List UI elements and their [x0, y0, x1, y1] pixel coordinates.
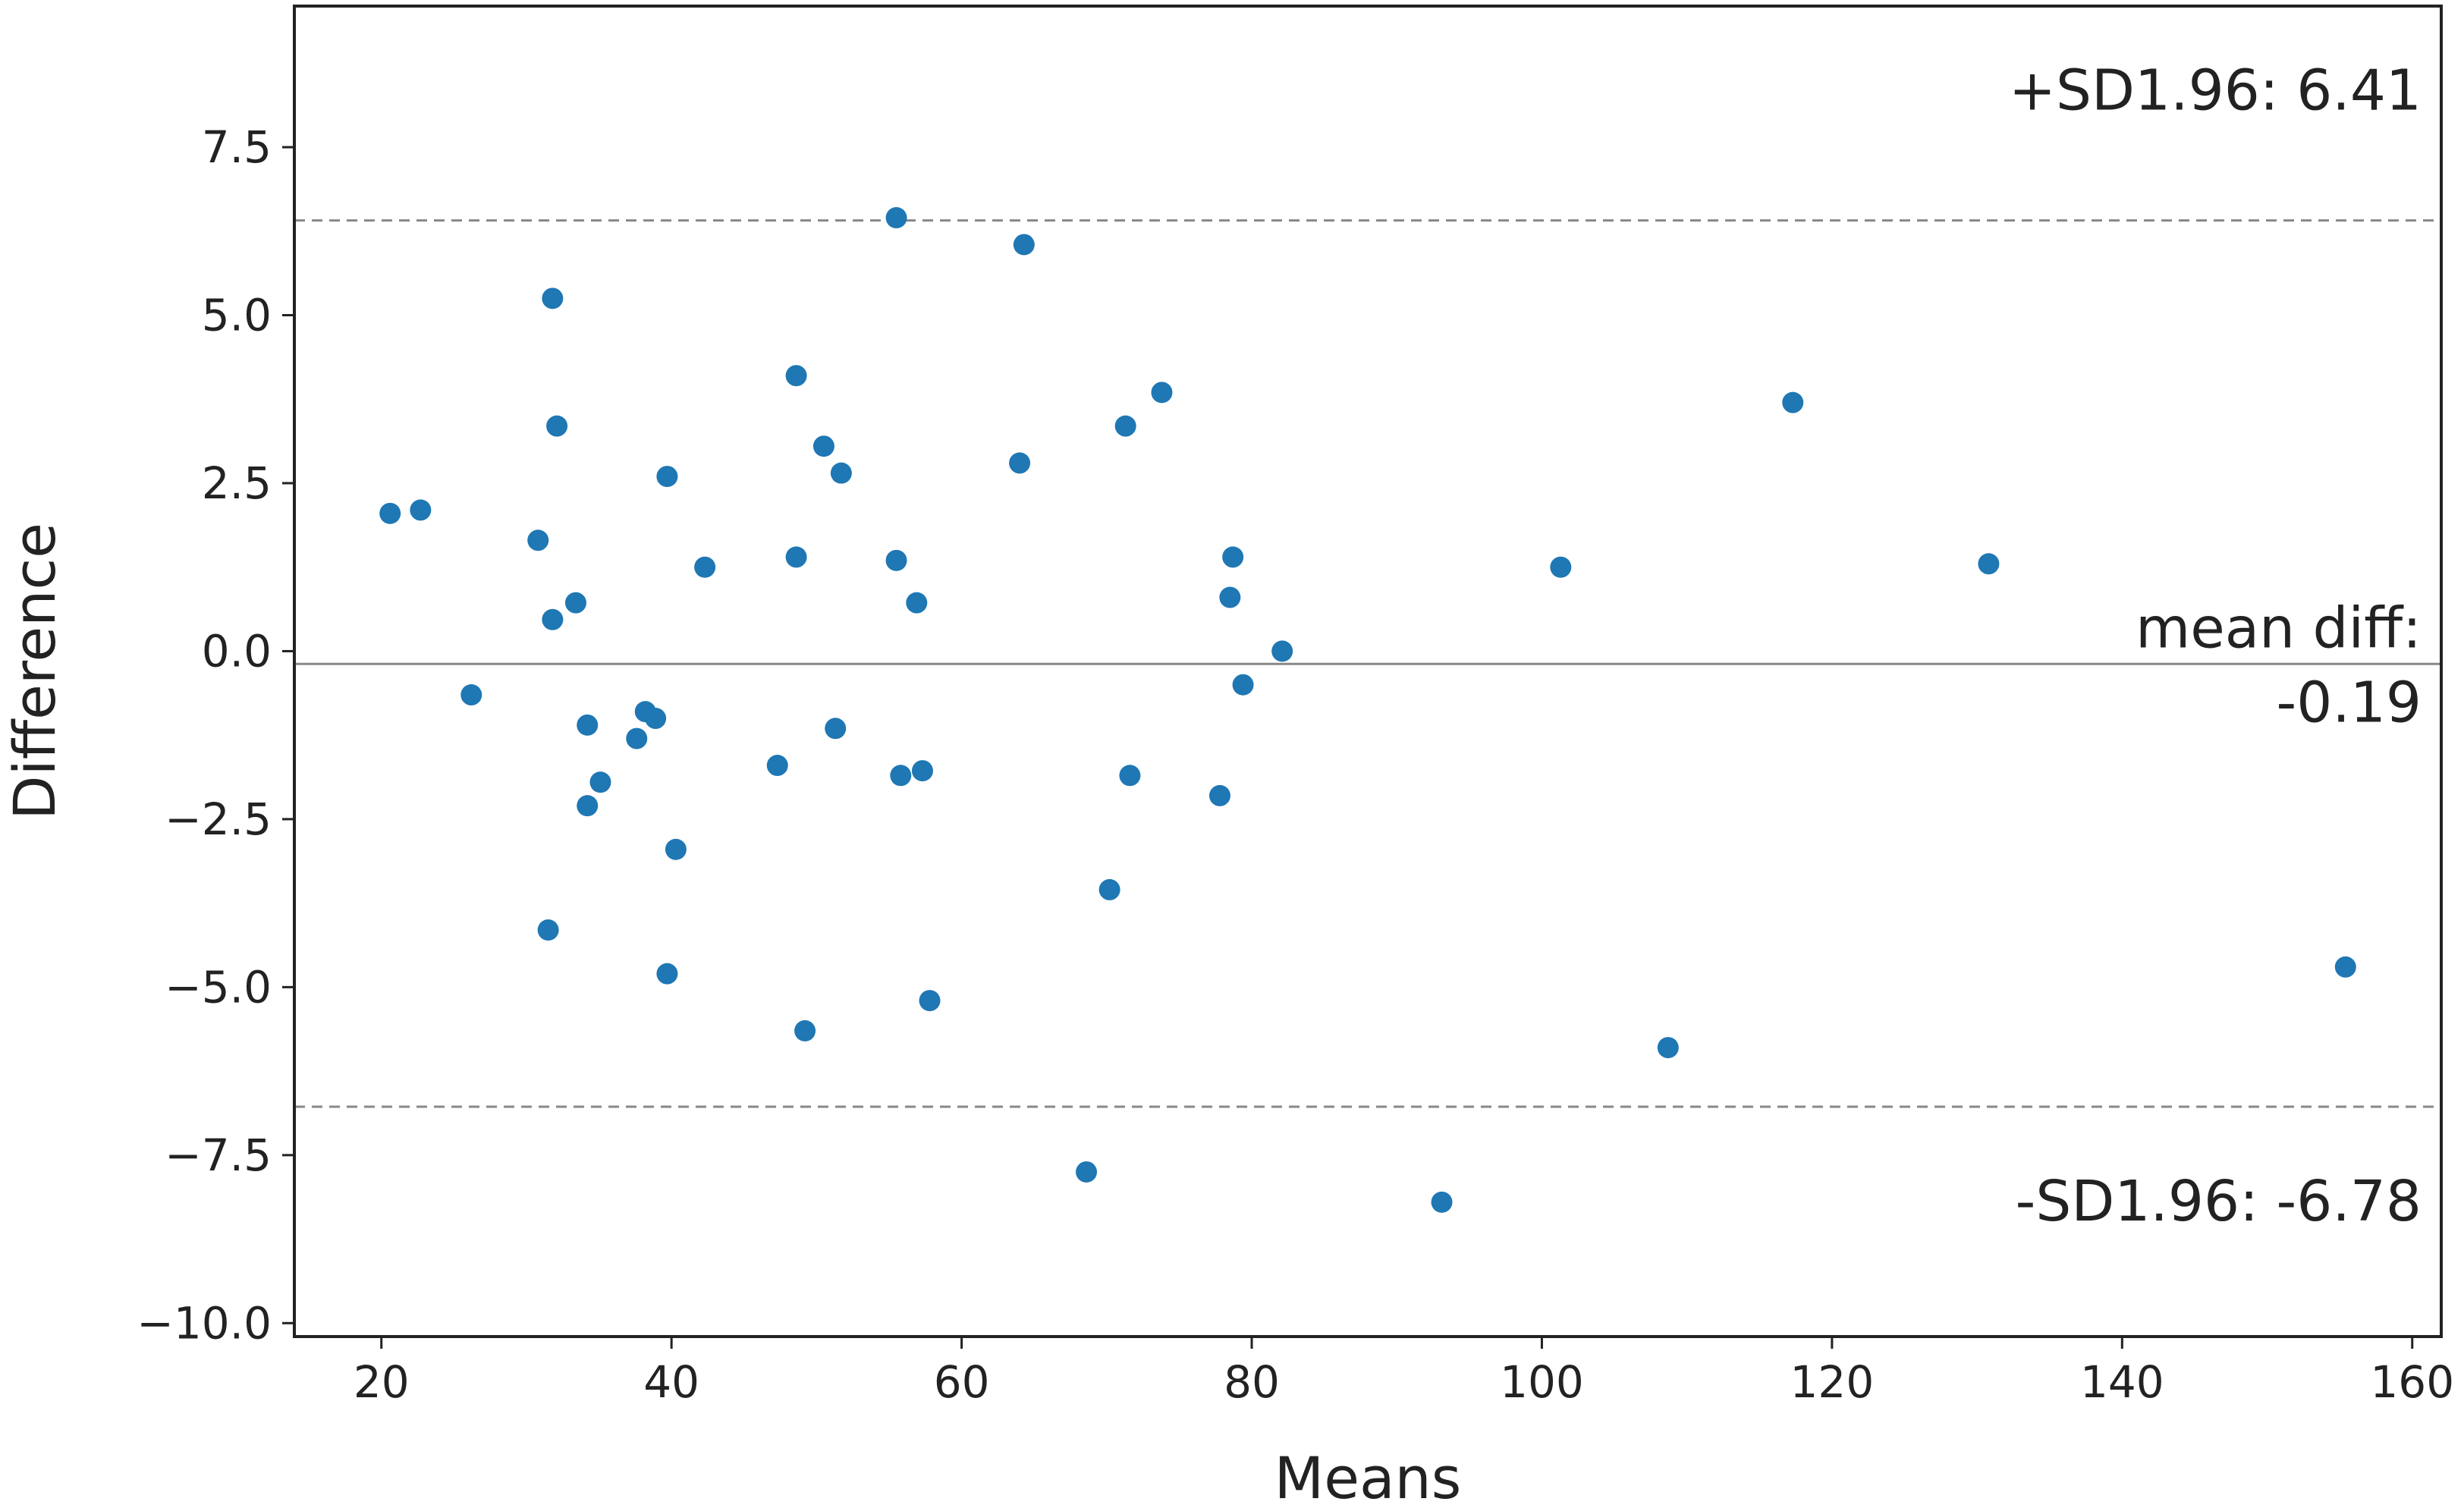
data-point	[1431, 1191, 1453, 1213]
y-tick-label: 7.5	[202, 121, 272, 173]
data-point	[542, 608, 564, 630]
data-points	[379, 207, 2356, 1213]
data-point	[1076, 1161, 1098, 1183]
y-tick-label: −7.5	[165, 1129, 272, 1181]
data-point	[410, 499, 432, 521]
data-point	[537, 919, 559, 941]
reference-lines	[294, 219, 2441, 1108]
y-tick-label: 2.5	[202, 457, 272, 509]
x-axis-label: Means	[1274, 1444, 1462, 1508]
data-point	[379, 502, 401, 524]
data-point	[694, 556, 716, 578]
data-point	[589, 771, 611, 793]
y-axis-label: Difference	[1, 523, 68, 820]
data-point	[906, 592, 928, 614]
data-point	[1978, 553, 2000, 575]
x-tick-label: 160	[2370, 1356, 2454, 1408]
mean-diff-annotation-value: -0.19	[2277, 670, 2422, 735]
data-point	[766, 755, 788, 777]
data-point	[890, 765, 912, 787]
data-point	[1098, 878, 1120, 900]
data-point	[911, 760, 933, 782]
data-point	[919, 990, 941, 1012]
data-point	[1114, 415, 1136, 437]
data-point	[577, 795, 599, 817]
data-point	[1782, 391, 1804, 413]
data-point	[885, 207, 907, 229]
data-point	[785, 365, 807, 387]
data-point	[2334, 956, 2356, 978]
data-point	[665, 838, 687, 860]
data-point	[1219, 586, 1241, 608]
data-point	[1009, 452, 1031, 474]
data-point	[1232, 674, 1254, 696]
x-tick-label: 40	[643, 1356, 699, 1408]
data-point	[564, 592, 586, 614]
lower-limit-annotation: -SD1.96: -6.78	[2016, 1169, 2422, 1234]
data-point	[794, 1019, 816, 1041]
data-point	[656, 963, 678, 985]
data-point	[577, 714, 599, 736]
data-point	[626, 727, 648, 749]
data-point	[656, 466, 678, 488]
plot-frame	[293, 5, 2443, 1338]
y-tick-label: 5.0	[202, 289, 272, 341]
x-tick-label: 20	[354, 1356, 410, 1408]
data-point	[785, 546, 807, 568]
y-tick-label: −10.0	[137, 1297, 272, 1349]
data-point	[1550, 556, 1572, 578]
data-point	[1222, 546, 1244, 568]
x-tick-label: 120	[1790, 1356, 1875, 1408]
data-point	[527, 529, 549, 551]
data-point	[1657, 1037, 1679, 1059]
data-point	[1271, 640, 1293, 662]
mean-diff-annotation-label: mean diff:	[2136, 595, 2422, 661]
data-point	[825, 718, 847, 740]
data-point	[542, 287, 564, 309]
data-point	[1013, 234, 1035, 256]
data-point	[1119, 765, 1141, 787]
x-tick-label: 80	[1224, 1356, 1280, 1408]
data-point	[546, 415, 568, 437]
data-point	[460, 684, 482, 706]
x-tick-label: 140	[2080, 1356, 2164, 1408]
x-axis: 20 40 60 80 100 120 140 160	[354, 1337, 2454, 1408]
y-tick-label: −2.5	[165, 793, 272, 845]
x-tick-label: 60	[934, 1356, 990, 1408]
data-point	[1208, 784, 1230, 806]
y-tick-label: 0.0	[202, 625, 272, 677]
data-point	[812, 435, 834, 457]
upper-limit-annotation: +SD1.96: 6.41	[2009, 58, 2422, 124]
y-axis: 7.5 5.0 2.5 0.0 −2.5 −5.0 −7.5 −10.0	[137, 121, 294, 1349]
x-tick-label: 100	[1500, 1356, 1584, 1408]
data-point	[830, 462, 852, 484]
data-point	[1151, 382, 1173, 404]
y-tick-label: −5.0	[165, 961, 272, 1013]
data-point	[885, 549, 907, 571]
data-point	[645, 708, 667, 730]
